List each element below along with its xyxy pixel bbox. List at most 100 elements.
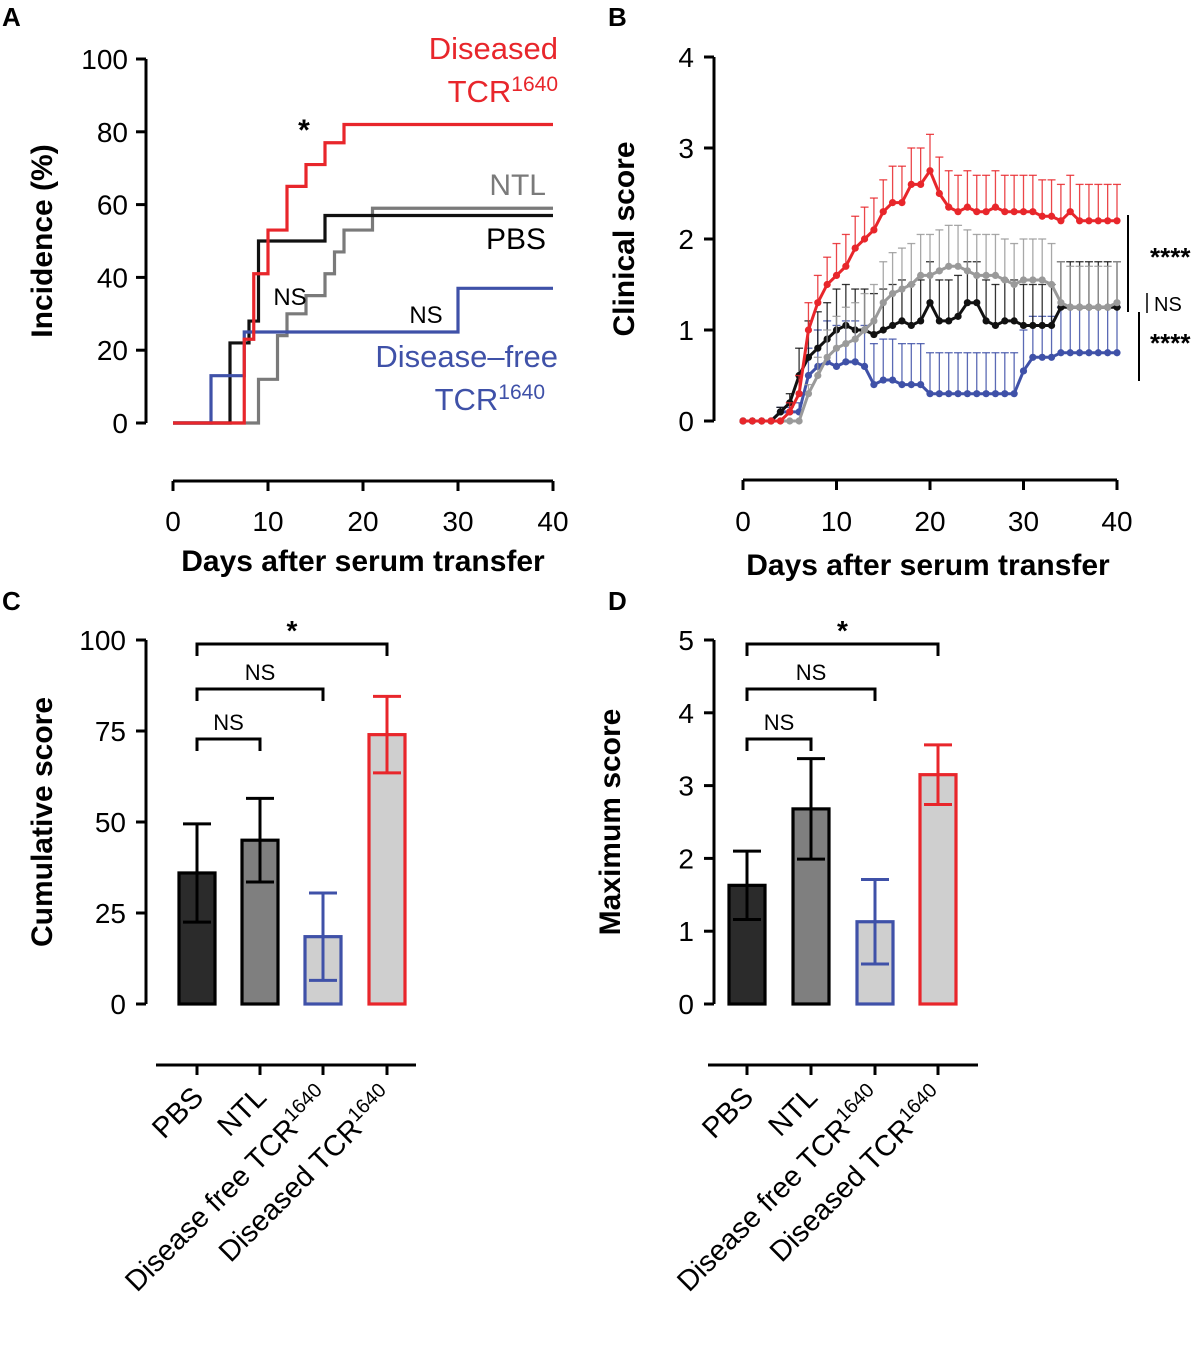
data-point-diseased [814,299,822,307]
data-point-diseasefree [917,381,925,389]
data-point-diseased [898,199,906,207]
data-point-diseased [767,417,775,425]
data-point-diseased [1104,217,1112,225]
data-point-diseased [1038,212,1046,220]
y-tick-label: 3 [678,771,694,802]
data-point-diseased [804,326,813,334]
y-tick-label: 2 [678,843,694,874]
significance-label: NS [213,710,244,735]
data-point-pbs [963,299,972,307]
data-point-diseased [1076,217,1084,225]
y-tick-label: 5 [678,625,694,656]
data-point-diseasefree [1010,390,1018,398]
panel-a-incidence-chart: 0 20 40 60 80 100 0 10 20 30 40 Days after serum tr… [26,31,569,578]
data-point-ntl_light [786,417,794,425]
data-point-pbs [1010,317,1018,325]
data-point-pbs [991,321,1000,330]
data-point-diseasefree [1094,349,1102,357]
data-point-diseasefree [870,381,878,389]
bar [367,733,407,1006]
data-point-ntl_light [1057,299,1065,307]
significance-bracket [195,642,389,656]
y-tick-label: 1 [678,315,694,346]
data-point-diseased [945,203,953,211]
data-point-diseasefree [1057,349,1065,357]
annotation-stars: **** [1150,242,1191,272]
data-point-diseased [758,417,766,425]
data-point-diseasefree [898,381,906,389]
data-point-diseased [1010,208,1018,216]
data-point-diseasefree [907,381,915,389]
bar [177,871,217,1006]
data-point-diseasefree [963,390,972,398]
x-tick-label: 10 [252,506,283,537]
data-point-pbs [1047,321,1056,330]
data-point-pbs [1029,321,1037,330]
data-point-diseasefree [982,390,990,398]
y-tick-label: 20 [97,335,128,366]
series-label-diseased-tcr: TCR1640 [448,73,558,110]
data-point-pbs [1001,317,1009,325]
data-point-pbs [898,317,906,325]
x-tick-label: 20 [914,506,945,537]
significance-bracket [745,737,813,751]
data-point-ntl_light [804,390,813,398]
significance-label: NS [245,660,276,685]
data-point-diseasefree [954,390,962,398]
data-point-pbs [907,321,915,330]
data-point-diseased [1019,208,1028,216]
data-point-ntl_light [1104,303,1112,311]
data-point-ntl_light [842,340,850,348]
x-tick-label: 40 [1101,506,1132,537]
y-tick-label: 4 [678,42,694,73]
y-tick-label: 1 [678,916,694,947]
x-tick-label: 30 [1008,506,1039,537]
data-point-ntl_light [814,371,822,380]
panel-label-c: C [2,586,21,616]
data-point-ntl_light [917,271,925,279]
significance-label: * [837,615,848,646]
data-point-diseasefree [1076,349,1084,357]
data-point-diseasefree [842,358,850,366]
data-point-ntl_light [963,267,972,275]
data-point-diseased [1047,212,1056,220]
data-point-ntl_light [935,267,943,275]
data-point-diseased [889,199,897,207]
data-point-diseased [954,208,962,216]
data-point-ntl_light [898,285,906,293]
panel-label-a: A [2,2,21,32]
data-point-ntl_light [926,271,934,279]
y-tick-label: 40 [97,262,128,293]
x-tick-label: 20 [347,506,378,537]
data-point-diseasefree [879,376,887,384]
data-point-diseased [786,408,794,416]
x-tick-label: PBS [696,1081,760,1145]
data-point-ntl_light [1066,303,1074,311]
data-point-pbs [954,312,962,320]
data-point-diseasefree [1047,353,1056,361]
data-point-diseasefree [926,390,934,398]
data-point-diseased [907,180,915,188]
data-point-diseased [748,417,756,425]
y-tick-label: 0 [678,406,694,437]
data-point-pbs [945,317,953,325]
data-point-ntl_light [1038,276,1046,284]
data-point-diseased [851,244,859,252]
y-tick-label: 25 [95,898,126,929]
y-tick-label: 3 [678,133,694,164]
data-point-ntl_light [1085,303,1093,311]
annotation-star: * [298,114,310,147]
annotation-ns: NS [273,284,306,311]
data-point-diseasefree [945,390,953,398]
y-tick-label: 100 [81,44,128,75]
significance-bracket [745,687,877,701]
data-point-ntl_light [860,326,869,334]
step-line-diseased [173,122,553,425]
data-point-ntl_light [851,335,859,343]
data-point-diseased [1094,217,1102,225]
data-point-ntl_light [1047,280,1056,289]
series-label-diseasefree-tcr: TCR1640 [435,381,545,418]
series-label-diseased: Diseased [429,31,558,66]
data-point-diseased [776,417,785,425]
